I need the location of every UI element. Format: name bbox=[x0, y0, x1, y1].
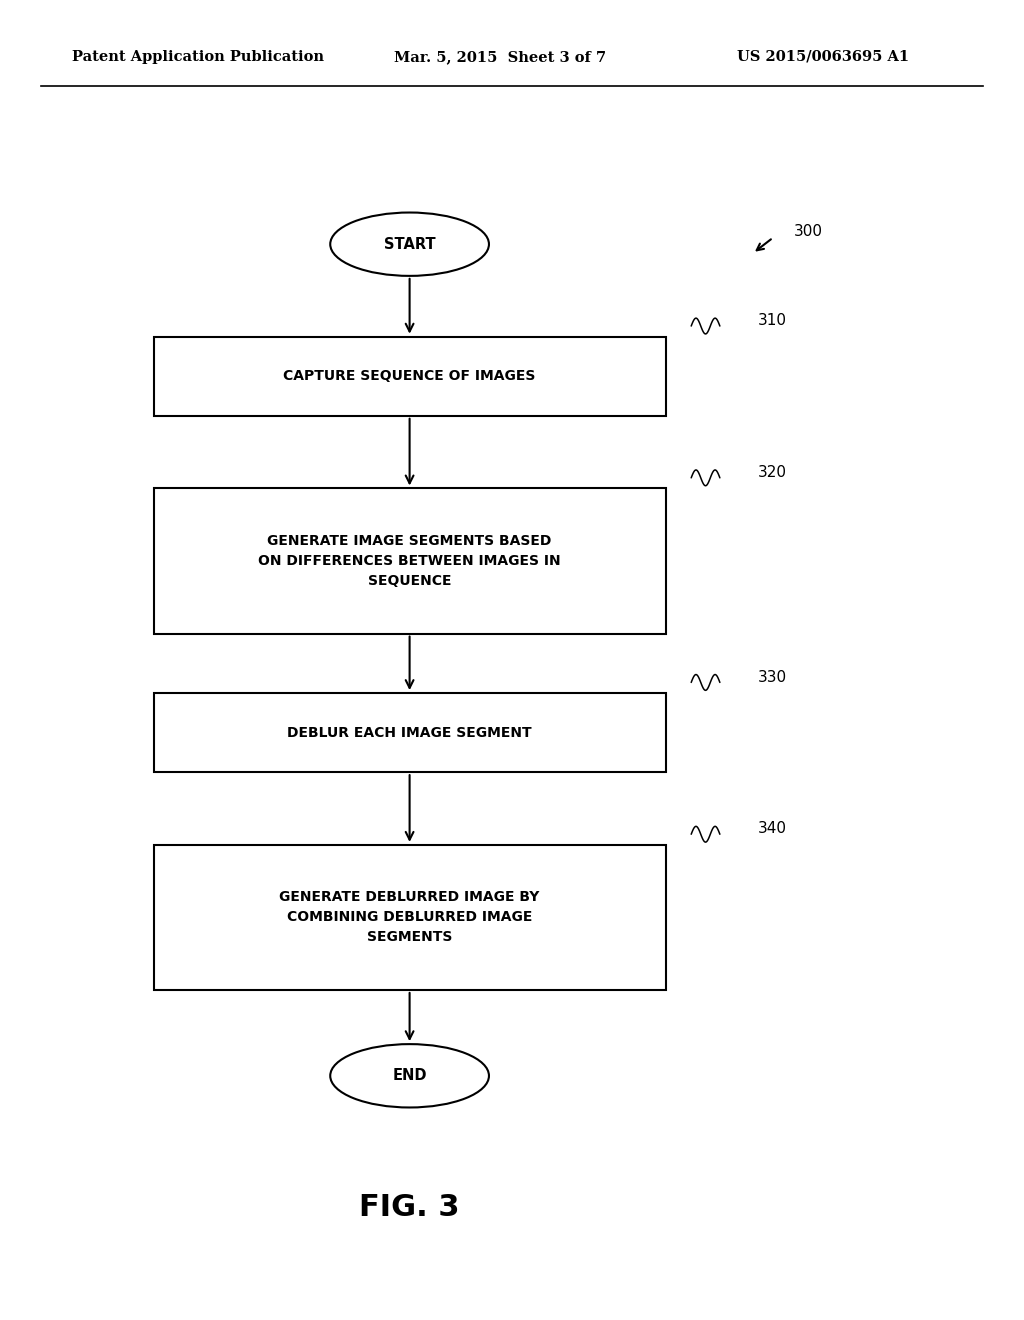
FancyBboxPatch shape bbox=[154, 845, 666, 990]
Ellipse shape bbox=[330, 213, 489, 276]
Text: GENERATE IMAGE SEGMENTS BASED
ON DIFFERENCES BETWEEN IMAGES IN
SEQUENCE: GENERATE IMAGE SEGMENTS BASED ON DIFFERE… bbox=[258, 535, 561, 587]
Text: 330: 330 bbox=[758, 669, 786, 685]
Text: FIG. 3: FIG. 3 bbox=[359, 1193, 460, 1222]
Text: 300: 300 bbox=[794, 223, 822, 239]
Ellipse shape bbox=[330, 1044, 489, 1107]
Text: 310: 310 bbox=[758, 313, 786, 329]
Text: 320: 320 bbox=[758, 465, 786, 480]
FancyBboxPatch shape bbox=[154, 337, 666, 416]
Text: START: START bbox=[384, 236, 435, 252]
Text: Mar. 5, 2015  Sheet 3 of 7: Mar. 5, 2015 Sheet 3 of 7 bbox=[394, 50, 606, 63]
Text: GENERATE DEBLURRED IMAGE BY
COMBINING DEBLURRED IMAGE
SEGMENTS: GENERATE DEBLURRED IMAGE BY COMBINING DE… bbox=[280, 891, 540, 944]
Text: DEBLUR EACH IMAGE SEGMENT: DEBLUR EACH IMAGE SEGMENT bbox=[288, 726, 531, 739]
FancyBboxPatch shape bbox=[154, 693, 666, 772]
Text: CAPTURE SEQUENCE OF IMAGES: CAPTURE SEQUENCE OF IMAGES bbox=[284, 370, 536, 383]
FancyBboxPatch shape bbox=[154, 488, 666, 634]
Text: Patent Application Publication: Patent Application Publication bbox=[72, 50, 324, 63]
Text: US 2015/0063695 A1: US 2015/0063695 A1 bbox=[737, 50, 909, 63]
Text: END: END bbox=[392, 1068, 427, 1084]
Text: 340: 340 bbox=[758, 821, 786, 837]
